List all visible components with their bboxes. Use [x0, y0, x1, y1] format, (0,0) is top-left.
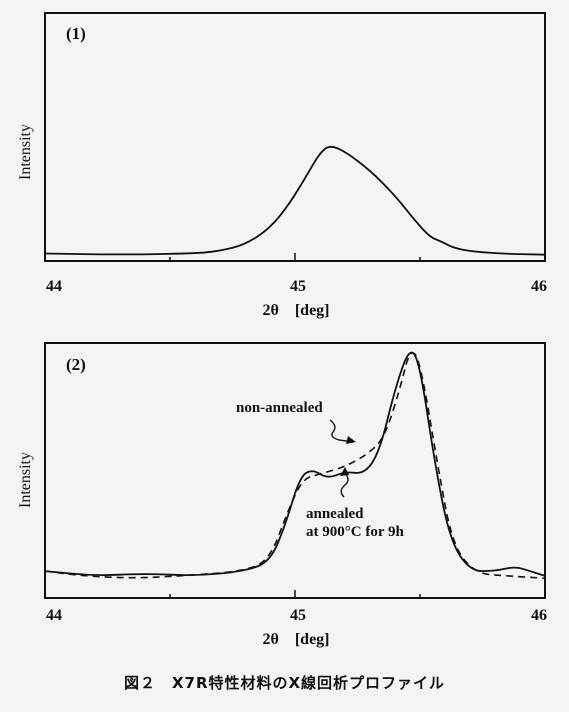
annotation-annealed-condition: at 900°C for 9h	[306, 524, 404, 540]
panel-1-label: (1)	[66, 24, 86, 43]
panel-2-ylabel: Intensity	[17, 452, 34, 508]
panel-2-label: (2)	[66, 355, 86, 374]
panel-2-xlabel: 2θ [deg]	[262, 631, 329, 648]
annotation-non-annealed: non-annealed	[236, 400, 323, 416]
panel-1-xtick-46: 46	[531, 278, 547, 295]
panel-2: (2) Intensity 44 45 46 2θ [deg] non-anne…	[17, 342, 547, 648]
arrow-annealed-head	[340, 467, 349, 476]
annotation-annealed: annealed	[306, 506, 364, 522]
panel-1-frame	[44, 12, 546, 262]
panel-1-xtick-45: 45	[290, 278, 306, 295]
arrow-non-annealed-head	[346, 436, 356, 444]
panel-2-xticks	[44, 590, 546, 598]
panel-1-xlabel: 2θ [deg]	[262, 302, 329, 319]
panel-2-xtick-46: 46	[531, 607, 547, 624]
panel-1-ylabel: Intensity	[17, 124, 34, 180]
panel-2-series-non-annealed-dashed	[44, 352, 546, 580]
panel-2-xtick-45: 45	[290, 607, 306, 624]
figure-caption: 図２ X7R特性材料のX線回析プロファイル	[123, 674, 446, 692]
arrow-annealed	[340, 472, 349, 498]
arrow-non-annealed	[329, 419, 354, 443]
panel-1-series-solid	[44, 145, 546, 256]
panel-2-xtick-44: 44	[46, 607, 62, 624]
panel-2-frame	[44, 342, 546, 599]
panel-2-series-annealed-solid	[44, 351, 546, 577]
panel-1: (1) Intensity 44 45 46 2θ [deg]	[17, 12, 547, 319]
panel-1-xtick-44: 44	[46, 278, 62, 295]
